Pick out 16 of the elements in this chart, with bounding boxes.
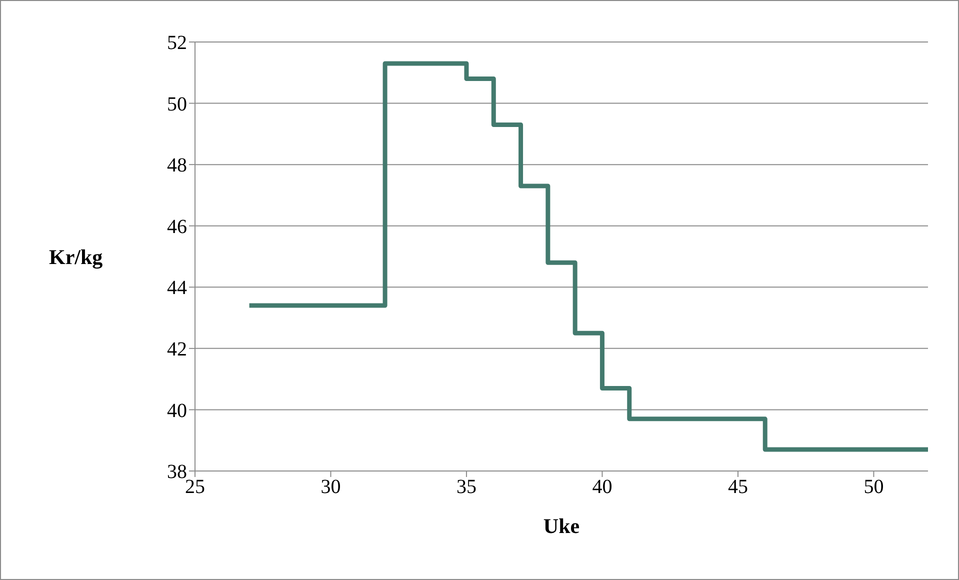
x-tick-label: 35	[456, 476, 476, 498]
x-axis-title: Uke	[543, 514, 580, 538]
y-tick-label: 38	[167, 461, 187, 484]
y-tick-label: 44	[167, 277, 187, 300]
x-tick-label: 25	[185, 476, 205, 498]
x-tick-label: 45	[728, 476, 748, 498]
y-tick-label: 42	[167, 338, 187, 361]
y-axis-title: Kr/kg	[49, 244, 104, 269]
y-tick-label: 50	[167, 93, 187, 116]
y-tick-label: 52	[167, 32, 187, 54]
y-tick-label: 40	[167, 400, 187, 422]
y-tick-label: 48	[167, 154, 187, 177]
x-tick-label: 50	[864, 476, 884, 498]
x-tick-label: 30	[320, 476, 341, 498]
x-tick-label: 40	[592, 476, 612, 498]
y-tick-label: 46	[167, 216, 187, 238]
